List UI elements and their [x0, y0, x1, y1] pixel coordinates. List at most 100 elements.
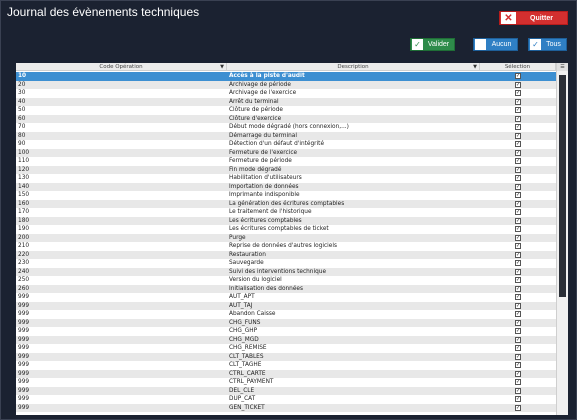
table-row[interactable]: 100 Fermeture de l'exercice ✓: [16, 148, 556, 157]
table-row[interactable]: 90 Détection d'un défaut d'intégrité ✓: [16, 140, 556, 149]
selection-checkbox[interactable]: ✓: [515, 132, 521, 139]
select-all-button[interactable]: ✓ Tous: [528, 38, 567, 51]
table-row[interactable]: 30 Archivage de l'exercice ✓: [16, 89, 556, 98]
table-row[interactable]: 999 DEL_CLE ✓: [16, 386, 556, 395]
table-row[interactable]: 40 Arrêt du terminal ✓: [16, 97, 556, 106]
selection-checkbox[interactable]: ✓: [515, 345, 521, 352]
row-code: 230: [18, 260, 30, 266]
table-row[interactable]: 999 GEN_TICKET ✓: [16, 403, 556, 412]
row-selection: ✓: [480, 370, 556, 379]
table-row[interactable]: 160 La génération des écritures comptable…: [16, 199, 556, 208]
row-description: Fermeture de période: [229, 158, 292, 164]
table-row[interactable]: 70 Début mode dégradé (hors connexion,...…: [16, 123, 556, 132]
validate-button[interactable]: ✓ Valider: [410, 38, 455, 51]
selection-checkbox[interactable]: ✓: [515, 370, 521, 377]
header-code[interactable]: Code Opération ▼: [16, 63, 227, 71]
selection-checkbox[interactable]: ✓: [515, 311, 521, 318]
selection-checkbox[interactable]: ✓: [515, 328, 521, 335]
selection-checkbox[interactable]: ✓: [515, 260, 521, 267]
selection-checkbox[interactable]: ✓: [515, 124, 521, 131]
selection-checkbox[interactable]: ✓: [515, 285, 521, 292]
selection-checkbox[interactable]: ✓: [515, 379, 521, 386]
row-code: 999: [18, 319, 30, 326]
selection-checkbox[interactable]: ✓: [515, 234, 521, 241]
table-row[interactable]: 999 CHG_REMISE ✓: [16, 344, 556, 353]
selection-checkbox[interactable]: ✓: [515, 149, 521, 156]
table-row[interactable]: 190 Les écritures comptables de ticket ✓: [16, 225, 556, 234]
selection-checkbox[interactable]: ✓: [515, 362, 521, 369]
selection-checkbox[interactable]: ✓: [515, 243, 521, 250]
selection-checkbox[interactable]: ✓: [515, 226, 521, 233]
table-row[interactable]: 140 Importation de données ✓: [16, 182, 556, 191]
table-row[interactable]: 60 Clôture d'exercice ✓: [16, 114, 556, 123]
table-row[interactable]: 120 Fin mode dégradé ✓: [16, 165, 556, 174]
table-row[interactable]: 170 Le traitement de l'historique ✓: [16, 208, 556, 217]
table-row[interactable]: 999 CHG_GHP ✓: [16, 327, 556, 336]
header-selection[interactable]: Sélection: [480, 63, 556, 71]
table-row[interactable]: 999 CHG_FUNS ✓: [16, 318, 556, 327]
table-row[interactable]: 150 Imprimante indisponible ✓: [16, 191, 556, 200]
selection-checkbox[interactable]: ✓: [515, 141, 521, 148]
row-description: Clôture d'exercice: [229, 115, 282, 122]
selection-checkbox[interactable]: ✓: [515, 302, 521, 309]
select-none-button[interactable]: Aucun: [473, 38, 518, 51]
selection-checkbox[interactable]: ✓: [515, 336, 521, 343]
table-row[interactable]: 999 Abandon Caisse ✓: [16, 310, 556, 319]
scroll-menu-icon[interactable]: ☰: [557, 63, 568, 71]
table-row[interactable]: 180 Les écritures comptables ✓: [16, 216, 556, 225]
header-code-label: Code Opération: [99, 64, 143, 70]
selection-checkbox[interactable]: ✓: [515, 183, 521, 190]
header-description[interactable]: Description ▼: [227, 63, 480, 71]
table-row[interactable]: 80 Démarrage du terminal ✓: [16, 131, 556, 140]
table-row[interactable]: 50 Clôture de période ✓: [16, 106, 556, 115]
table-row[interactable]: 130 Habilitation d'utilisateurs ✓: [16, 174, 556, 183]
selection-checkbox[interactable]: ✓: [515, 158, 521, 165]
table-row[interactable]: 220 Restauration ✓: [16, 250, 556, 259]
selection-checkbox[interactable]: ✓: [515, 294, 521, 301]
selection-checkbox[interactable]: ✓: [515, 166, 521, 173]
table-row[interactable]: 999 CTRL_PAYMENT ✓: [16, 378, 556, 387]
row-code: 210: [18, 243, 30, 249]
selection-checkbox[interactable]: ✓: [515, 387, 521, 394]
selection-checkbox[interactable]: ✓: [515, 107, 521, 114]
table-row[interactable]: 999 CLT_TAGHE ✓: [16, 361, 556, 370]
selection-checkbox[interactable]: ✓: [515, 200, 521, 207]
table-row[interactable]: 999 CHG_MGD ✓: [16, 335, 556, 344]
table-row[interactable]: 999 AUT_APT ✓: [16, 293, 556, 302]
row-description: CHG_REMISE: [229, 345, 267, 351]
row-code: 10: [18, 73, 27, 79]
selection-checkbox[interactable]: ✓: [515, 90, 521, 97]
selection-checkbox[interactable]: ✓: [515, 277, 521, 284]
table-row[interactable]: 210 Reprise de données d'autres logiciels…: [16, 242, 556, 251]
selection-checkbox[interactable]: ✓: [515, 217, 521, 224]
selection-checkbox[interactable]: ✓: [515, 268, 521, 275]
table-row[interactable]: 999 CTRL_CARTE ✓: [16, 369, 556, 379]
selection-checkbox[interactable]: ✓: [515, 192, 521, 199]
table-row[interactable]: 200 Purge ✓: [16, 233, 556, 242]
selection-checkbox[interactable]: ✓: [515, 73, 521, 80]
scrollbar-thumb[interactable]: [559, 75, 566, 297]
selection-checkbox[interactable]: ✓: [515, 353, 521, 360]
table-row[interactable]: 999 AUT_TAJ ✓: [16, 301, 556, 310]
selection-checkbox[interactable]: ✓: [515, 115, 521, 122]
selection-checkbox[interactable]: ✓: [515, 98, 521, 105]
vertical-scrollbar[interactable]: ☰: [556, 63, 568, 415]
selection-checkbox[interactable]: ✓: [515, 81, 521, 88]
selection-checkbox[interactable]: ✓: [515, 404, 521, 411]
row-code: 160: [18, 200, 30, 207]
table-row[interactable]: 240 Suivi des interventions technique ✓: [16, 267, 556, 276]
table-row[interactable]: 250 Version du logiciel ✓: [16, 276, 556, 285]
selection-checkbox[interactable]: ✓: [515, 209, 521, 216]
table-row[interactable]: 10 Accès à la piste d'audit ✓: [16, 72, 556, 81]
table-row[interactable]: 999 DUP_CAT ✓: [16, 395, 556, 404]
selection-checkbox[interactable]: ✓: [515, 251, 521, 258]
table-row[interactable]: 260 Initialisation des données ✓: [16, 284, 556, 293]
table-row[interactable]: 20 Archivage de période ✓: [16, 80, 556, 89]
table-row[interactable]: 230 Sauvegarde ✓: [16, 259, 556, 268]
selection-checkbox[interactable]: ✓: [515, 319, 521, 326]
table-row[interactable]: 999 CLT_TABLES ✓: [16, 352, 556, 361]
selection-checkbox[interactable]: ✓: [515, 396, 521, 403]
selection-checkbox[interactable]: ✓: [515, 175, 521, 182]
table-row[interactable]: 110 Fermeture de période ✓: [16, 157, 556, 166]
quit-button[interactable]: ✕ Quitter: [499, 11, 568, 25]
